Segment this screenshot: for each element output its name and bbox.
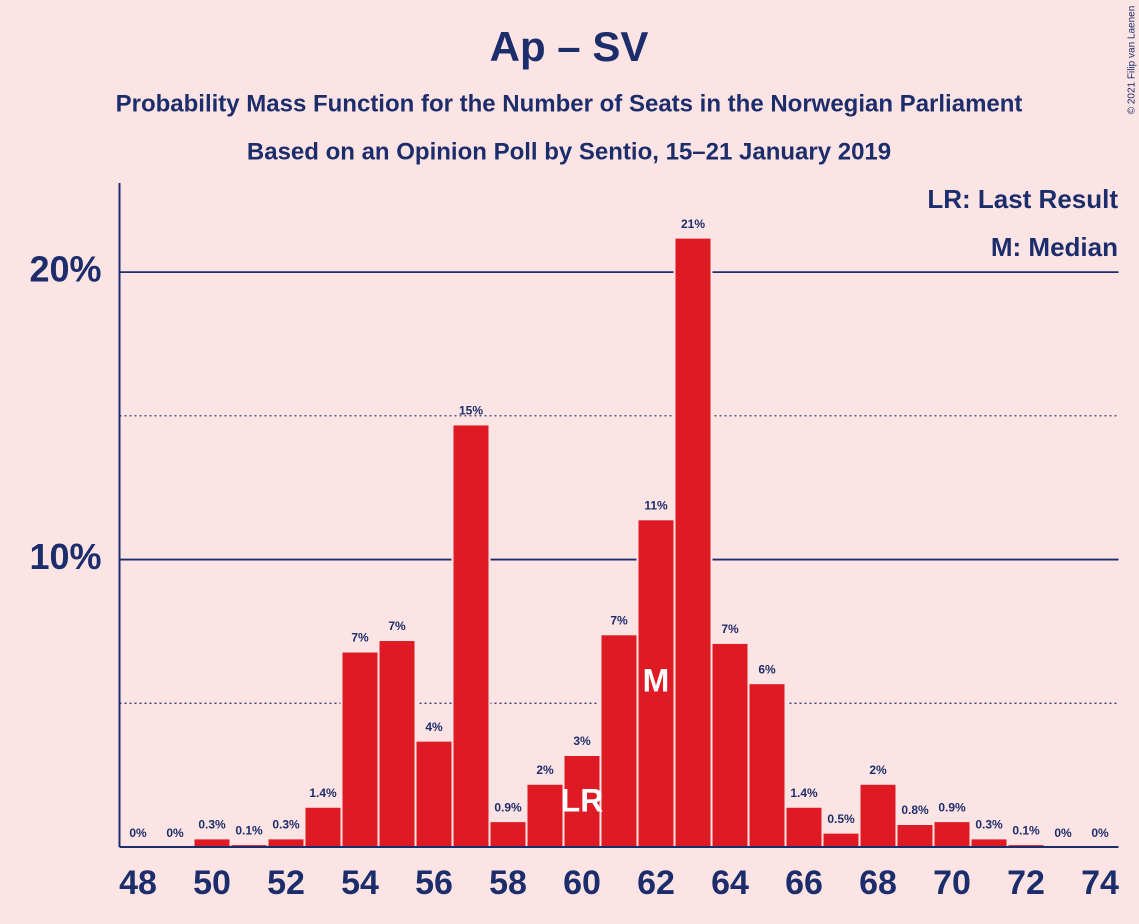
value-label: 1.4% [790, 786, 818, 800]
copyright: © 2021 Filip van Laenen [1127, 6, 1138, 115]
value-label: 0% [1054, 826, 1072, 840]
bar [340, 650, 380, 848]
bar [673, 236, 713, 848]
value-label: 7% [351, 631, 369, 645]
y-tick-label: 20% [29, 249, 101, 290]
value-label: 0.1% [1012, 823, 1040, 837]
x-tick-label: 64 [711, 864, 749, 902]
x-tick-label: 54 [341, 864, 379, 902]
x-tick-label: 74 [1081, 864, 1119, 902]
x-tick-label: 62 [637, 864, 675, 902]
x-tick-label: 60 [563, 864, 601, 902]
annotation: LR [561, 782, 604, 818]
value-label: 21% [681, 217, 705, 231]
value-label: 4% [425, 720, 443, 734]
bar [377, 639, 417, 848]
x-tick-label: 56 [415, 864, 453, 902]
value-label: 7% [388, 619, 406, 633]
value-label: 3% [573, 734, 591, 748]
x-tick-label: 58 [489, 864, 527, 902]
value-label: 1.4% [309, 786, 337, 800]
bar [599, 633, 639, 848]
x-tick-label: 52 [267, 864, 305, 902]
chart-title: Ap – SV [490, 23, 649, 70]
x-tick-label: 66 [785, 864, 823, 902]
bar [932, 820, 972, 849]
value-label: 0% [129, 826, 147, 840]
value-label: 0% [1091, 826, 1109, 840]
value-label: 0.1% [235, 823, 263, 837]
bar [303, 805, 343, 848]
bar [266, 837, 306, 849]
bar [858, 782, 898, 848]
value-label: 0% [166, 826, 184, 840]
value-label: 6% [758, 662, 776, 676]
x-tick-label: 70 [933, 864, 971, 902]
value-label: 7% [721, 622, 739, 636]
y-tick-label: 10% [29, 536, 101, 577]
bar [488, 820, 528, 849]
value-label: 2% [869, 763, 887, 777]
bar [821, 831, 861, 848]
x-tick-label: 68 [859, 864, 897, 902]
bar [895, 823, 935, 849]
value-label: 0.9% [494, 800, 522, 814]
x-tick-label: 50 [193, 864, 231, 902]
bar [784, 805, 824, 848]
bar [192, 837, 232, 849]
value-label: 0.5% [827, 812, 855, 826]
chart-subtitle: Based on an Opinion Poll by Sentio, 15–2… [247, 138, 891, 165]
bar [414, 739, 454, 848]
bar [969, 837, 1009, 849]
x-tick-label: 48 [119, 864, 157, 902]
value-label: 0.9% [938, 800, 966, 814]
value-label: 0.3% [198, 818, 226, 832]
legend-entry: LR: Last Result [927, 184, 1118, 214]
value-label: 7% [610, 613, 628, 627]
annotation: M [643, 663, 670, 699]
value-label: 15% [459, 404, 483, 418]
bar [747, 682, 787, 848]
legend-entry: M: Median [991, 232, 1118, 262]
bar [451, 423, 491, 848]
value-label: 0.3% [975, 818, 1003, 832]
value-label: 2% [536, 763, 554, 777]
chart-subtitle: Probability Mass Function for the Number… [116, 90, 1023, 117]
value-label: 0.8% [901, 803, 929, 817]
x-tick-label: 72 [1007, 864, 1045, 902]
value-label: 11% [644, 498, 668, 512]
bar [525, 782, 565, 848]
bar [710, 641, 750, 848]
value-label: 0.3% [272, 818, 300, 832]
